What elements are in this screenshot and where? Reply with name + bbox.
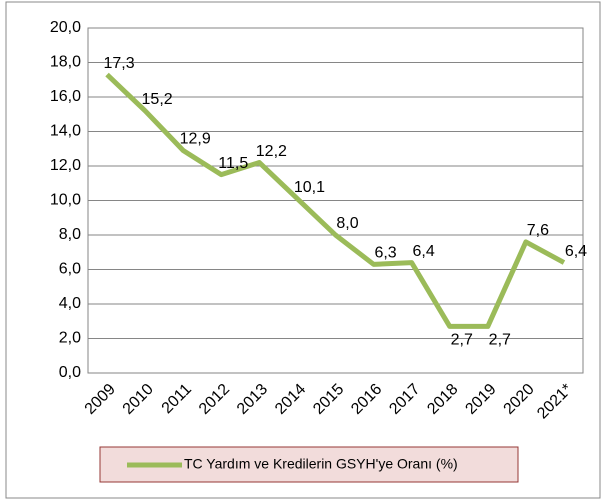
y-tick-label: 18,0	[50, 54, 81, 71]
data-label: 6,4	[565, 243, 587, 260]
y-tick-label: 8,0	[59, 226, 81, 243]
y-tick-label: 14,0	[50, 123, 81, 140]
data-label: 6,3	[374, 245, 396, 262]
legend-label: TC Yardım ve Kredilerin GSYH'ye Oranı (%…	[184, 456, 458, 472]
data-label: 12,9	[180, 131, 211, 148]
data-label: 10,1	[294, 179, 325, 196]
y-tick-label: 20,0	[50, 19, 81, 36]
y-tick-label: 2,0	[59, 330, 81, 347]
data-label: 8,0	[336, 215, 358, 232]
line	[105, 72, 566, 329]
y-tick-label: 6,0	[59, 261, 81, 278]
data-label: 15,2	[142, 91, 173, 108]
y-tick-label: 16,0	[50, 88, 81, 105]
data-label: 12,2	[256, 143, 287, 160]
data-label: 6,4	[413, 243, 435, 260]
plot-border	[87, 27, 584, 374]
y-tick-label: 4,0	[59, 295, 81, 312]
data-label: 17,3	[103, 55, 134, 72]
y-tick-label: 12,0	[50, 157, 81, 174]
y-tick-label: 0,0	[59, 364, 81, 381]
y-tick-label: 10,0	[50, 192, 81, 209]
data-label: 2,7	[451, 332, 473, 349]
data-label: 7,6	[527, 222, 549, 239]
chart-border	[5, 1, 601, 499]
data-label: 2,7	[489, 332, 511, 349]
data-label: 11,5	[218, 155, 248, 172]
